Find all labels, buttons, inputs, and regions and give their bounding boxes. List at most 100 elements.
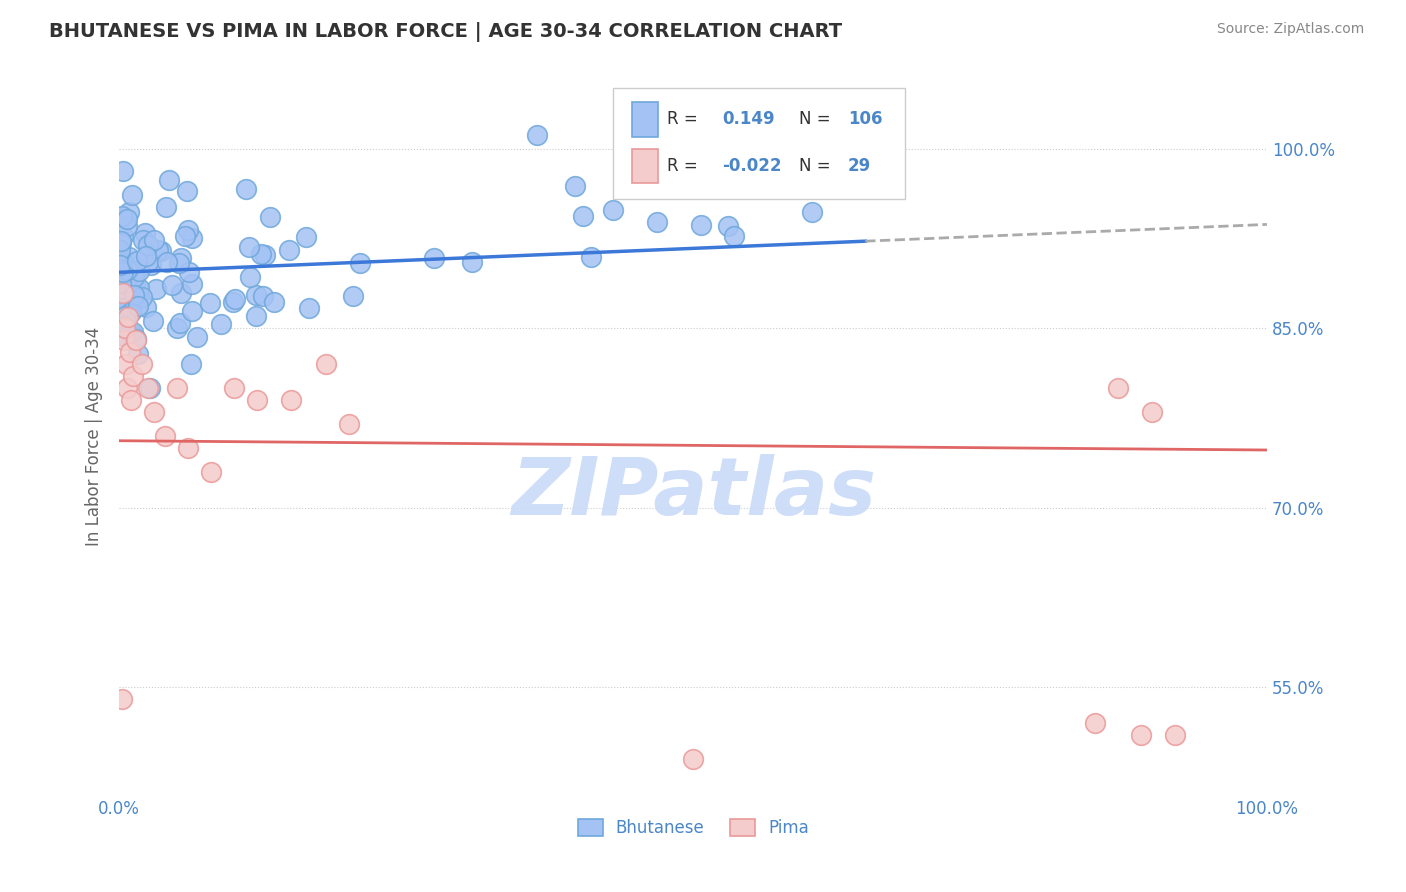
Point [111, 285, 134, 300]
Point [245, 287, 267, 301]
Point [423, 252, 446, 266]
Point [177, 223, 200, 237]
Point [689, 218, 711, 232]
Point [156, 255, 179, 269]
Point [115, 285, 138, 299]
Point [263, 295, 285, 310]
Point [110, 268, 132, 283]
Point [170, 252, 193, 266]
Point [682, 752, 704, 766]
Point [111, 209, 134, 223]
Point [128, 264, 150, 278]
Point [170, 285, 193, 300]
Point [110, 276, 132, 290]
Point [1129, 728, 1152, 742]
Point [112, 164, 135, 178]
Point [723, 229, 745, 244]
FancyBboxPatch shape [613, 88, 905, 200]
Text: BHUTANESE VS PIMA IN LABOR FORCE | AGE 30-34 CORRELATION CHART: BHUTANESE VS PIMA IN LABOR FORCE | AGE 3… [49, 22, 842, 42]
Point [135, 249, 157, 263]
Point [176, 184, 198, 198]
Point [186, 330, 208, 344]
Point [298, 301, 321, 315]
FancyBboxPatch shape [633, 149, 658, 184]
Point [245, 309, 267, 323]
Point [342, 289, 364, 303]
Point [142, 314, 165, 328]
Point [127, 262, 149, 277]
Point [124, 288, 146, 302]
Point [249, 246, 271, 260]
Point [238, 240, 260, 254]
Point [131, 290, 153, 304]
Point [801, 205, 824, 219]
Point [581, 250, 603, 264]
Point [112, 264, 135, 278]
Point [136, 255, 159, 269]
Point [238, 270, 260, 285]
Point [115, 219, 138, 234]
Text: N =: N = [799, 111, 831, 128]
Point [252, 289, 274, 303]
Point [127, 254, 149, 268]
Text: R =: R = [666, 157, 697, 175]
Point [169, 316, 191, 330]
Point [121, 188, 143, 202]
Point [120, 305, 142, 319]
Point [142, 405, 165, 419]
Point [222, 381, 245, 395]
Point [132, 233, 155, 247]
Text: -0.022: -0.022 [721, 157, 782, 175]
Point [222, 295, 245, 310]
Point [167, 256, 190, 270]
Point [112, 318, 135, 333]
Point [118, 250, 141, 264]
Point [526, 128, 548, 143]
Point [115, 267, 138, 281]
Point [128, 281, 150, 295]
Point [145, 282, 167, 296]
Point [173, 229, 195, 244]
Point [315, 357, 337, 371]
Point [131, 357, 153, 371]
Point [124, 332, 146, 346]
Point [127, 287, 149, 301]
Point [148, 244, 170, 258]
Point [122, 369, 145, 384]
Text: 106: 106 [848, 111, 883, 128]
Point [259, 210, 281, 224]
Point [149, 244, 172, 258]
Point [235, 182, 257, 196]
Point [110, 234, 132, 248]
Text: 29: 29 [848, 157, 872, 175]
Point [124, 277, 146, 291]
Y-axis label: In Labor Force | Age 30-34: In Labor Force | Age 30-34 [86, 326, 103, 546]
Point [177, 441, 200, 455]
Point [166, 381, 188, 395]
Text: 0.149: 0.149 [721, 111, 775, 128]
Point [115, 274, 138, 288]
Point [1140, 405, 1163, 419]
Point [209, 317, 232, 331]
Point [155, 200, 177, 214]
Point [200, 465, 222, 479]
Point [246, 393, 269, 408]
Point [278, 243, 301, 257]
Point [180, 277, 202, 291]
Point [253, 248, 276, 262]
Point [564, 178, 586, 193]
Point [118, 205, 141, 219]
Point [1084, 716, 1107, 731]
Point [139, 381, 162, 395]
Point [112, 255, 135, 269]
Text: Source: ZipAtlas.com: Source: ZipAtlas.com [1216, 22, 1364, 37]
Point [112, 334, 135, 348]
Point [118, 345, 141, 359]
Text: N =: N = [799, 157, 831, 175]
Point [117, 381, 139, 395]
Point [717, 219, 740, 233]
Point [115, 357, 138, 371]
Point [153, 429, 176, 443]
Point [110, 236, 132, 251]
Point [645, 214, 668, 228]
